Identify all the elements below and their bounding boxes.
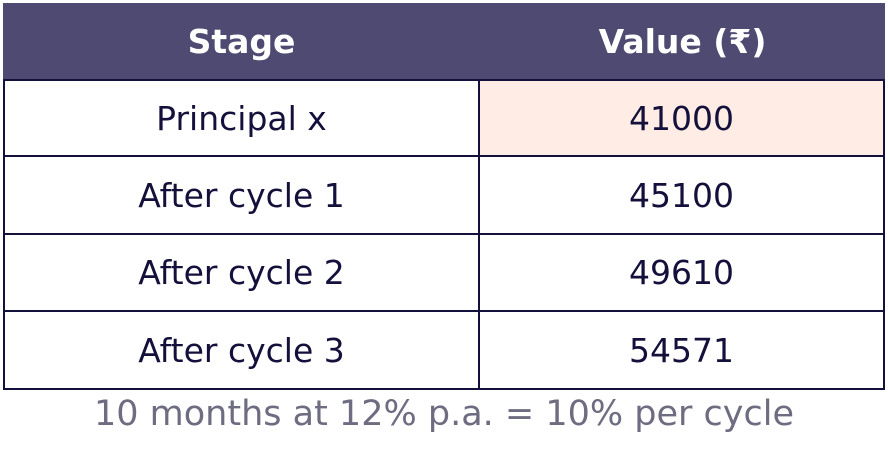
table-cell: 49610 — [478, 233, 885, 312]
table-cell: 41000 — [478, 79, 885, 157]
table-cell: After cycle 1 — [3, 155, 480, 235]
table-cell: After cycle 3 — [3, 310, 480, 390]
table-cell: Principal x — [3, 79, 480, 157]
header-cell: Value (₹) — [480, 3, 885, 79]
header-cell: Stage — [3, 3, 480, 79]
table-cell: 54571 — [478, 310, 885, 390]
table-cell: 45100 — [478, 155, 885, 235]
caption: 10 months at 12% p.a. = 10% per cycle — [94, 394, 794, 434]
table-cell: After cycle 2 — [3, 233, 480, 312]
